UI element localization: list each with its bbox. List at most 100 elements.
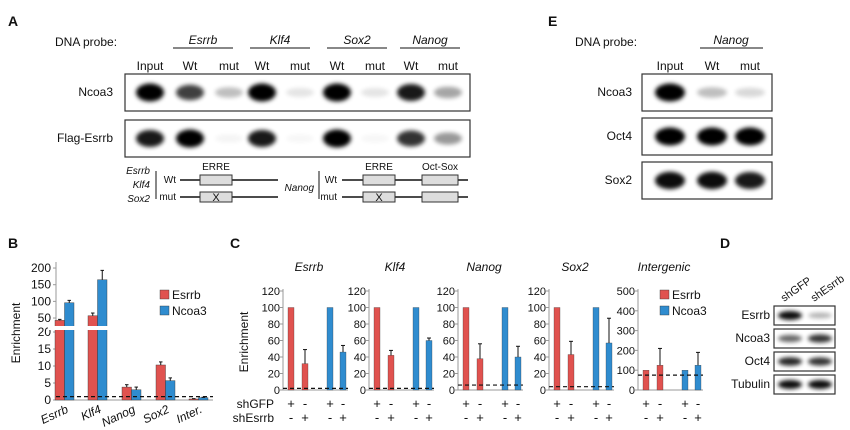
bar-ncoa3 — [605, 342, 613, 391]
shgfp-sign: - — [303, 396, 307, 411]
panel-a-ncoa3-band — [397, 84, 425, 101]
shgfp-sign: - — [427, 396, 431, 411]
y-tick-label: 100 — [617, 365, 635, 377]
blot-label-oct4: Oct4 — [745, 354, 771, 368]
y-tick-label: 0 — [629, 385, 635, 397]
subplot-title-nanog: Nanog — [466, 260, 502, 274]
y-tick-label: 120 — [262, 286, 280, 298]
panel-a-flag-esrrb-band — [286, 134, 314, 142]
lane-label: mut — [219, 59, 240, 73]
panel-d-oct4-band — [778, 357, 802, 366]
bar-esrrb — [287, 307, 295, 391]
y-tick-label: 15 — [38, 342, 52, 356]
panel-a-flag-esrrb-band — [176, 129, 204, 148]
blot-label-esrrb: Esrrb — [741, 308, 770, 322]
mutation-mark: X — [375, 192, 383, 204]
panel-d-esrrb-blot — [773, 305, 836, 326]
axis-break-gap — [48, 326, 218, 330]
y-tick-label: 500 — [617, 286, 635, 298]
lane-label: Wt — [404, 59, 419, 73]
y-tick-label: 40 — [354, 352, 366, 364]
legend-swatch-esrrb — [159, 289, 170, 300]
panel-a-ncoa3-band — [434, 86, 462, 99]
bar-esrrb — [642, 370, 650, 391]
panel-a-ncoa3-band — [248, 83, 276, 102]
diagram-wt-label: Wt — [325, 175, 337, 186]
y-tick-label: 120 — [348, 286, 366, 298]
shesrrb-sign: + — [656, 410, 664, 425]
legend-label-ncoa3: Ncoa3 — [672, 304, 707, 318]
y-tick-label: 60 — [268, 336, 280, 348]
y-tick-label: 100 — [528, 303, 546, 315]
y-tick-label: 0 — [540, 385, 546, 397]
panel-a-flag-esrrb-band — [397, 130, 425, 147]
shesrrb-sign: - — [644, 410, 648, 425]
bar-ncoa3-inter — [198, 397, 209, 401]
bar-ncoa3 — [326, 307, 334, 391]
bar-ncoa3 — [339, 351, 347, 391]
y-tick-label: 40 — [268, 352, 280, 364]
panel-d-tubulin-band — [778, 380, 802, 389]
shesrrb-sign: + — [694, 410, 702, 425]
diagram-mut-label: mut — [159, 192, 176, 203]
shgfp-label: shGFP — [237, 397, 274, 411]
oct-sox-box — [421, 191, 459, 203]
bar-esrrb — [553, 307, 561, 391]
bar-esrrb — [567, 354, 575, 391]
y-tick-label: 20 — [38, 325, 52, 339]
shgfp-sign: - — [569, 396, 573, 411]
bar-ncoa3-esrrb — [64, 302, 75, 401]
panel-e-label: E — [548, 13, 557, 29]
panel-d-ncoa3-band — [808, 334, 832, 343]
shesrrb-sign: - — [555, 410, 559, 425]
y-tick-label: 80 — [534, 319, 546, 331]
shgfp-sign: - — [658, 396, 662, 411]
panel-a-flag-esrrb-band — [323, 129, 351, 148]
y-tick-label: 60 — [354, 336, 366, 348]
panel-a-ncoa3-band — [361, 87, 389, 98]
lane-label-shesrrb: shEsrrb — [809, 273, 847, 305]
bar-ncoa3 — [412, 307, 420, 391]
panel-a-ncoa3-band — [176, 84, 204, 101]
y-tick-label: 20 — [534, 369, 546, 381]
shesrrb-label: shEsrrb — [233, 411, 275, 425]
shesrrb-sign: + — [567, 410, 575, 425]
y-tick-label: 50 — [38, 311, 52, 325]
blot-label-ncoa3: Ncoa3 — [78, 85, 113, 99]
panel-a-flag-esrrb-band — [434, 132, 462, 145]
y-tick-label: 60 — [534, 336, 546, 348]
shesrrb-sign: - — [328, 410, 332, 425]
shgfp-sign: + — [287, 396, 295, 411]
shgfp-sign: + — [681, 396, 689, 411]
shgfp-sign: + — [642, 396, 650, 411]
shesrrb-sign: + — [514, 410, 522, 425]
blot-label-oct4: Oct4 — [607, 129, 633, 143]
panel-d-ncoa3-blot — [773, 328, 836, 349]
blot-label-flag-esrrb: Flag-Esrrb — [57, 131, 113, 145]
y-tick-label: 80 — [268, 319, 280, 331]
lane-label: mut — [438, 59, 459, 73]
lane-label: Wt — [183, 59, 198, 73]
lane-label: mut — [365, 59, 386, 73]
probe-group-esrrb: Esrrb — [189, 33, 218, 47]
shesrrb-sign: - — [289, 410, 293, 425]
shgfp-sign: - — [341, 396, 345, 411]
shgfp-sign: - — [478, 396, 482, 411]
bar-esrrb — [387, 355, 395, 391]
shgfp-sign: + — [412, 396, 420, 411]
shgfp-sign: + — [592, 396, 600, 411]
blot-label-tubulin: Tubulin — [731, 377, 770, 391]
shesrrb-sign: + — [387, 410, 395, 425]
panel-a-ncoa3-band — [323, 83, 351, 102]
bar-esrrb — [656, 365, 664, 391]
erre-box — [199, 174, 233, 186]
y-tick-label: 400 — [617, 306, 635, 318]
shesrrb-sign: - — [464, 410, 468, 425]
blot-label-sox2: Sox2 — [605, 173, 633, 187]
shgfp-sign: + — [462, 396, 470, 411]
subplot-title-intergenic: Intergenic — [638, 260, 691, 274]
y-tick-label: 20 — [443, 369, 455, 381]
panel-d-tubulin-blot — [773, 374, 836, 395]
y-tick-label: 80 — [354, 319, 366, 331]
